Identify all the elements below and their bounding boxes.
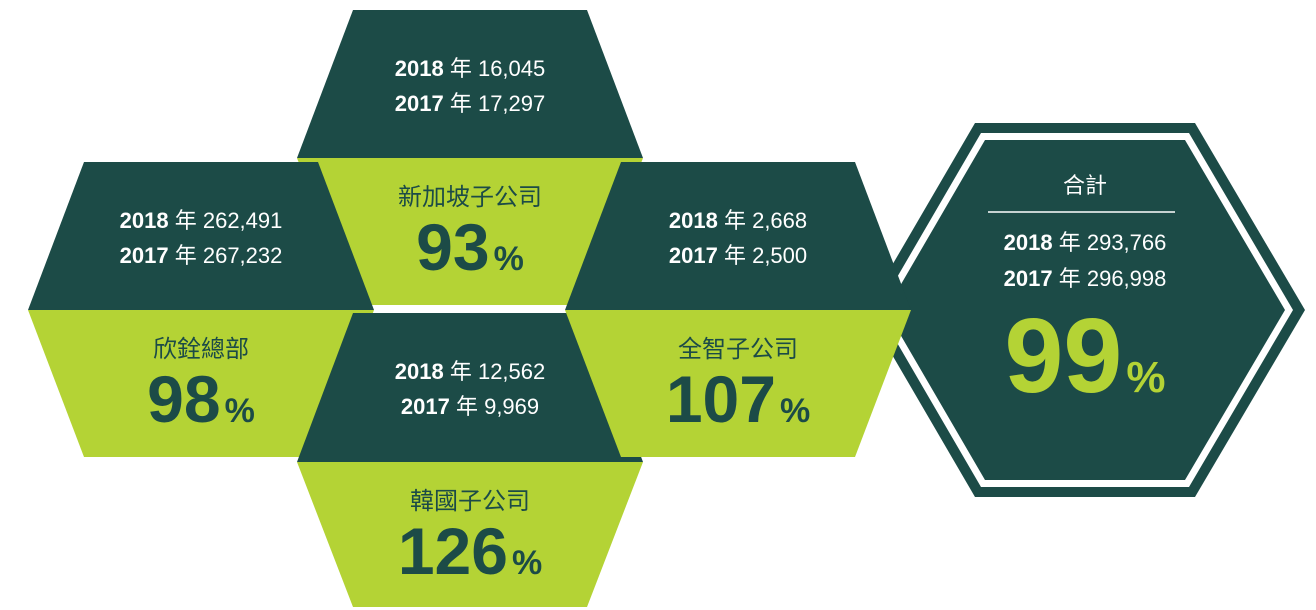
year: 2017 [120,243,169,268]
percent-sign: % [512,544,542,582]
amount: 12,562 [478,359,545,384]
year-row: 2017 年 296,998 [1004,266,1167,291]
amount: 293,766 [1087,230,1167,255]
year-row: 2018 年 12,562 [395,359,546,384]
percent-value: 98 [147,362,220,436]
year-row: 2018 年 2,668 [669,208,807,233]
year: 2017 [1004,266,1053,291]
amount: 2,500 [752,243,807,268]
year: 2018 [395,56,444,81]
hex-top [297,10,643,158]
cell-name: 新加坡子公司 [398,184,542,211]
amount: 262,491 [203,208,283,233]
hex-top [565,162,911,310]
year-unit: 年 [450,359,472,384]
year: 2017 [395,91,444,116]
hex-bottom [565,310,911,457]
year-row: 2018 年 16,045 [395,56,546,81]
hex-top [297,313,643,462]
year-unit: 年 [724,243,746,268]
amount: 9,969 [484,394,539,419]
year: 2018 [120,208,169,233]
year: 2017 [669,243,718,268]
year-row: 2018 年 262,491 [120,208,283,233]
amount: 2,668 [752,208,807,233]
year-unit: 年 [450,56,472,81]
percent: 107% [666,362,810,436]
year: 2018 [669,208,718,233]
percent: 93% [416,210,524,284]
year-row: 2017 年 267,232 [120,243,283,268]
total-hex-inner [886,140,1285,480]
percent-sign: % [1126,353,1165,402]
year-row: 2017 年 9,969 [401,394,539,419]
year-unit: 年 [175,208,197,233]
year-row: 2017 年 2,500 [669,243,807,268]
amount: 267,232 [203,243,283,268]
year: 2018 [395,359,444,384]
year: 2017 [401,394,450,419]
year-unit: 年 [175,243,197,268]
year-unit: 年 [1059,266,1081,291]
percent-sign: % [780,392,810,430]
percent-sign: % [494,240,524,278]
percent-value: 107 [666,362,776,436]
year-unit: 年 [1059,230,1081,255]
year-row: 2017 年 17,297 [395,91,546,116]
percent: 99% [1004,297,1165,415]
year-unit: 年 [450,91,472,116]
amount: 17,297 [478,91,545,116]
hex-bottom [297,462,643,607]
percent-value: 99 [1004,297,1122,415]
total-name: 合計 [1063,173,1107,198]
amount: 16,045 [478,56,545,81]
year-unit: 年 [724,208,746,233]
hex-bottom [28,310,374,457]
percent-value: 126 [398,514,508,588]
year: 2018 [1004,230,1053,255]
percent: 126% [398,514,542,588]
hex-top [28,162,374,310]
year-unit: 年 [456,394,478,419]
cell-name: 韓國子公司 [410,488,530,515]
percent-sign: % [225,392,255,430]
cell-name: 欣銓總部 [153,336,249,363]
hex-bottom [297,158,643,305]
cell-name: 全智子公司 [678,336,798,363]
year-row: 2018 年 293,766 [1004,230,1167,255]
amount: 296,998 [1087,266,1167,291]
percent-value: 93 [416,210,489,284]
percent: 98% [147,362,255,436]
